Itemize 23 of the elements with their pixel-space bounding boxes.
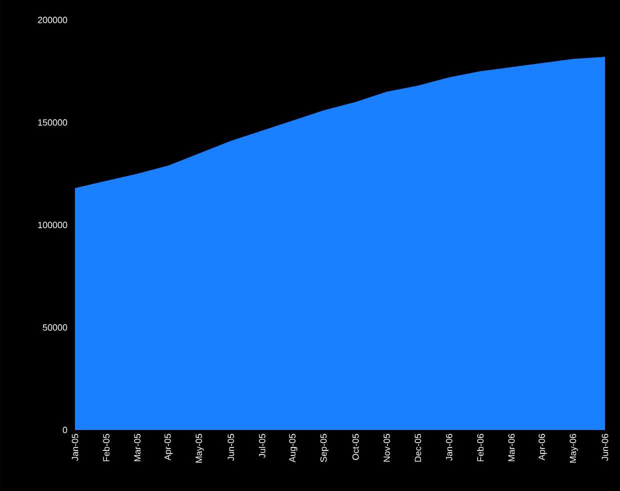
x-tick-label: Mar-05 — [134, 434, 141, 462]
y-tick-label: 150000 — [38, 119, 68, 126]
x-tick-label: Feb-06 — [477, 434, 484, 462]
x-tick-label: Feb-05 — [102, 434, 110, 462]
x-tick-label: Apr-05 — [164, 434, 173, 460]
x-tick-label: Jun-05 — [228, 434, 234, 461]
y-tick-label: 200000 — [38, 16, 68, 24]
x-tick-label: May-05 — [196, 434, 204, 463]
x-tick-label: Aug-05 — [289, 434, 298, 462]
x-tick-label: Oct-05 — [352, 434, 359, 460]
x-tick-label: Jun-06 — [602, 434, 608, 461]
x-tick-label: Jan-06 — [446, 434, 452, 461]
x-tick-label: Dec-05 — [414, 434, 422, 462]
x-tick-label: Apr-06 — [538, 434, 547, 460]
y-tick-label: 100000 — [38, 222, 68, 228]
x-tick-label: Nov-05 — [384, 434, 390, 462]
x-tick-label: May-06 — [570, 434, 578, 463]
x-tick-label: Mar-06 — [508, 434, 515, 462]
x-tick-label: Sep-05 — [320, 434, 328, 462]
x-tick-label: Jul-05 — [258, 434, 266, 458]
y-tick-label: 0 — [62, 426, 68, 434]
y-tick-label: 50000 — [42, 324, 68, 331]
x-tick-label: Jan-05 — [72, 434, 78, 461]
